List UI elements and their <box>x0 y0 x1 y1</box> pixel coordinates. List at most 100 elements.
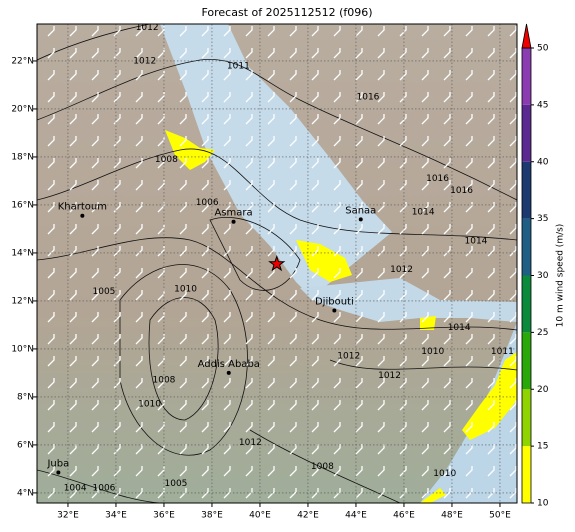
wind-barb <box>421 202 429 213</box>
wind-barb <box>289 466 297 477</box>
wind-barb <box>245 114 253 125</box>
wind-barb <box>201 444 209 455</box>
wind-barb <box>69 356 77 367</box>
wind-barb <box>355 444 363 455</box>
wind-barb <box>399 356 407 367</box>
wind-patch <box>420 488 446 503</box>
wind-barb <box>223 334 231 345</box>
wind-barb <box>465 136 473 147</box>
wind-barb <box>421 290 429 301</box>
wind-barb <box>509 48 517 59</box>
wind-barb <box>47 158 55 169</box>
wind-barb <box>465 400 473 411</box>
wind-barb <box>267 158 275 169</box>
isobar-label: 1014 <box>465 236 488 246</box>
wind-barb <box>135 268 143 279</box>
wind-barb <box>399 488 407 499</box>
wind-barb <box>399 48 407 59</box>
y-tick-label: 16°N <box>11 200 34 210</box>
wind-barb <box>355 114 363 125</box>
wind-barb <box>179 202 187 213</box>
wind-barb <box>223 312 231 323</box>
wind-barb <box>91 224 99 235</box>
city-label: Addis Ababa <box>198 359 260 370</box>
isobar-label: 1016 <box>426 174 449 184</box>
wind-barb <box>47 92 55 103</box>
wind-barb <box>201 136 209 147</box>
wind-barb <box>465 356 473 367</box>
wind-barb <box>69 246 77 257</box>
wind-barb <box>223 246 231 257</box>
wind-barb <box>333 202 341 213</box>
wind-barb <box>399 70 407 81</box>
wind-barb <box>201 466 209 477</box>
wind-barb <box>333 290 341 301</box>
wind-barb <box>487 202 495 213</box>
wind-barb <box>487 70 495 81</box>
wind-barb <box>201 180 209 191</box>
wind-barb <box>443 92 451 103</box>
wind-barb <box>245 70 253 81</box>
wind-barb <box>267 290 275 301</box>
isobar-label: 1005 <box>165 479 188 489</box>
wind-barb <box>509 70 517 81</box>
wind-barb <box>311 224 319 235</box>
isobar-label: 1012 <box>239 438 262 448</box>
y-tick-label: 8°N <box>17 392 34 402</box>
wind-barb <box>487 312 495 323</box>
wind-barb <box>421 158 429 169</box>
wind-barb <box>333 70 341 81</box>
wind-barb <box>465 488 473 499</box>
wind-barb <box>289 422 297 433</box>
wind-barb <box>47 312 55 323</box>
wind-barb <box>443 422 451 433</box>
wind-barb <box>135 158 143 169</box>
wind-barb <box>421 26 429 37</box>
wind-barb <box>91 444 99 455</box>
wind-barb <box>47 70 55 81</box>
wind-barb <box>201 114 209 125</box>
wind-barb <box>509 202 517 213</box>
wind-barb <box>355 180 363 191</box>
wind-barb <box>179 400 187 411</box>
wind-barb <box>113 488 121 499</box>
wind-barb <box>135 246 143 257</box>
wind-barb <box>289 114 297 125</box>
wind-barb <box>377 378 385 389</box>
wind-barb <box>135 488 143 499</box>
wind-barb <box>267 136 275 147</box>
wind-barb <box>245 290 253 301</box>
wind-barb <box>311 136 319 147</box>
wind-barb <box>245 400 253 411</box>
wind-barb <box>443 312 451 323</box>
colorbar-tick-label: 35 <box>537 214 548 224</box>
wind-barb <box>135 378 143 389</box>
isobar-label: 1010 <box>433 469 456 479</box>
wind-barb <box>267 488 275 499</box>
wind-barb <box>179 70 187 81</box>
city-dot <box>226 370 231 375</box>
wind-barb <box>267 202 275 213</box>
wind-barb <box>267 92 275 103</box>
wind-barb <box>355 268 363 279</box>
x-tick-label: 46°E <box>393 511 415 521</box>
wind-barb <box>135 92 143 103</box>
wind-barb <box>399 136 407 147</box>
wind-barb <box>201 400 209 411</box>
wind-barb <box>223 422 231 433</box>
colorbar-tick-label: 20 <box>537 385 549 395</box>
wind-barb <box>377 224 385 235</box>
wind-barb <box>421 268 429 279</box>
wind-barb <box>399 378 407 389</box>
wind-barb <box>377 26 385 37</box>
wind-barb <box>509 290 517 301</box>
wind-barb <box>311 444 319 455</box>
wind-barb <box>377 466 385 477</box>
wind-barb <box>421 334 429 345</box>
wind-barb <box>157 334 165 345</box>
wind-barb <box>47 246 55 257</box>
wind-barb <box>465 26 473 37</box>
wind-barb <box>69 114 77 125</box>
wind-barb <box>135 466 143 477</box>
wind-barb <box>355 422 363 433</box>
